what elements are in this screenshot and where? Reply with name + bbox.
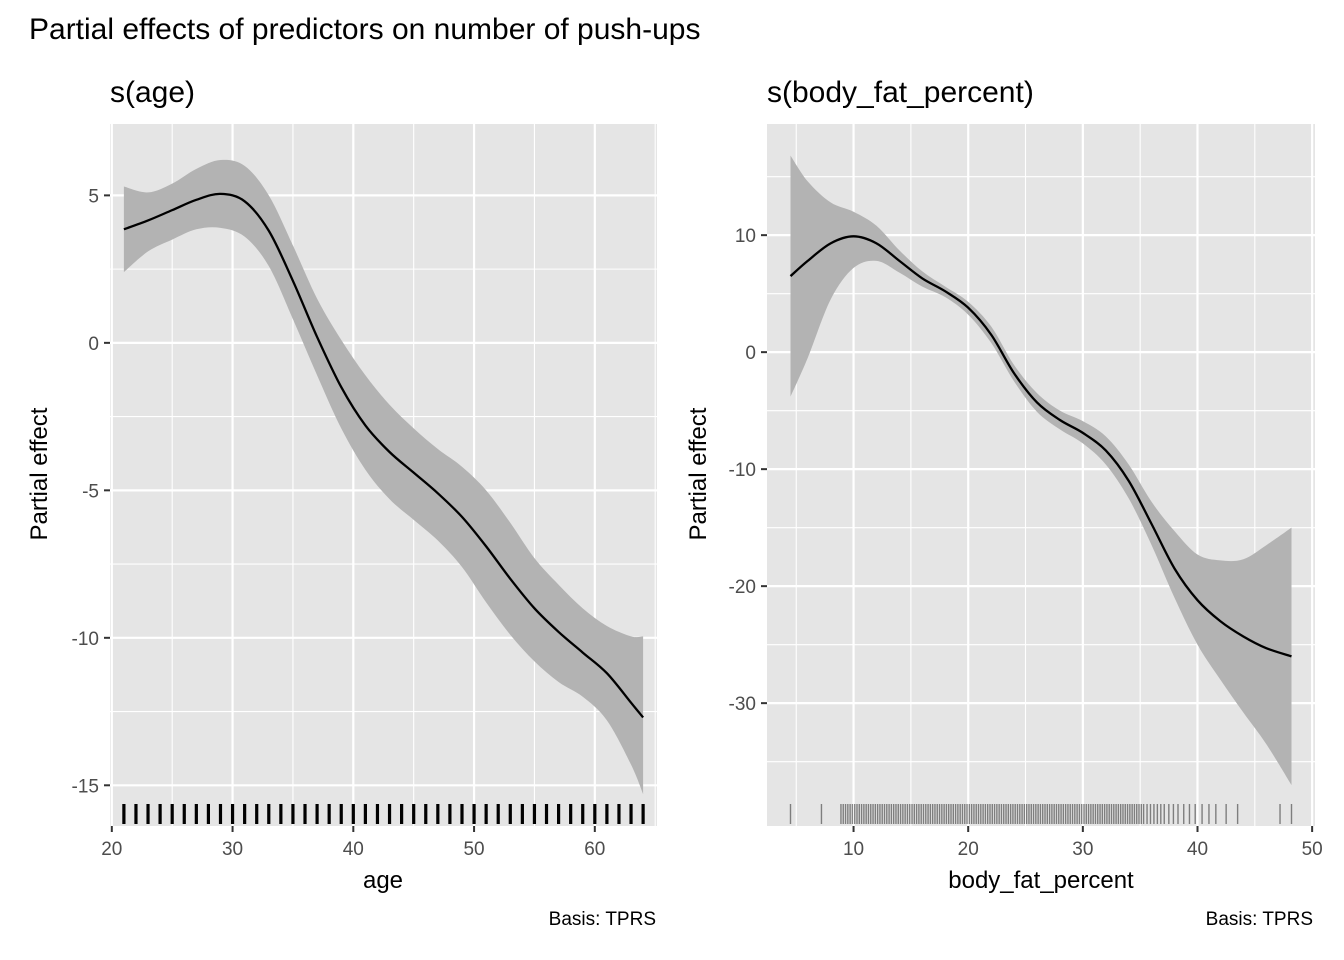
rug-body-fat <box>789 804 1293 824</box>
y-tick-label: -20 <box>729 577 756 598</box>
x-tick-label: 30 <box>222 839 243 860</box>
x-ticks-body-fat: 10 20 30 40 50 <box>843 826 1323 860</box>
smooth-line-age <box>123 192 645 719</box>
y-tick-label: 0 <box>88 334 99 355</box>
x-tick-label: 40 <box>1187 839 1208 860</box>
x-tick-label: 60 <box>584 839 605 860</box>
panel-body-fat-percent: s(body_fat_percent) 10 20 30 40 50 10 0 -10 -20… <box>685 76 1323 930</box>
y-axis-label-age: Partial effect <box>26 407 53 540</box>
figure-title: Partial effects of predictors on number … <box>29 13 700 46</box>
caption-age: Basis: TPRS <box>549 909 656 930</box>
x-ticks-age: 20 30 40 50 60 <box>101 826 605 860</box>
x-tick-label: 50 <box>463 839 484 860</box>
y-ticks-body-fat: 10 0 -10 -20 -30 <box>729 226 767 715</box>
y-tick-label: -30 <box>729 694 756 715</box>
y-ticks-age: 5 0 -5 -10 -15 <box>72 186 110 797</box>
y-tick-label: 10 <box>735 226 756 247</box>
smooth-line-body-fat <box>789 235 1292 658</box>
panel-age: s(age) 20 30 40 50 60 50-5-10-15 age Partial… <box>26 76 657 930</box>
y-tick-label: 5 <box>88 186 99 207</box>
x-tick-label: 40 <box>343 839 364 860</box>
x-tick-label: 20 <box>101 839 122 860</box>
y-tick-label: -5 <box>82 481 99 502</box>
x-tick-label: 30 <box>1072 839 1093 860</box>
x-tick-label: 20 <box>958 839 979 860</box>
y-tick-label: 0 <box>745 343 756 364</box>
y-tick-label: -10 <box>72 629 99 650</box>
confidence-ribbon-age <box>123 159 644 795</box>
y-tick-label: -15 <box>72 776 99 797</box>
x-tick-label: 10 <box>843 839 864 860</box>
caption-body-fat: Basis: TPRS <box>1206 909 1313 930</box>
x-axis-label-body-fat: body_fat_percent <box>948 867 1134 894</box>
panel-title-age: s(age) <box>110 76 195 109</box>
y-axis-label-body-fat: Partial effect <box>685 407 712 540</box>
major-gridlines-age <box>110 124 657 826</box>
rug-age <box>122 804 645 824</box>
confidence-ribbon-body-fat <box>790 155 1292 786</box>
panel-title-body-fat: s(body_fat_percent) <box>767 76 1034 109</box>
y-tick-label: -10 <box>729 460 756 481</box>
x-tick-label: 50 <box>1302 839 1323 860</box>
x-axis-label-age: age <box>363 867 403 894</box>
